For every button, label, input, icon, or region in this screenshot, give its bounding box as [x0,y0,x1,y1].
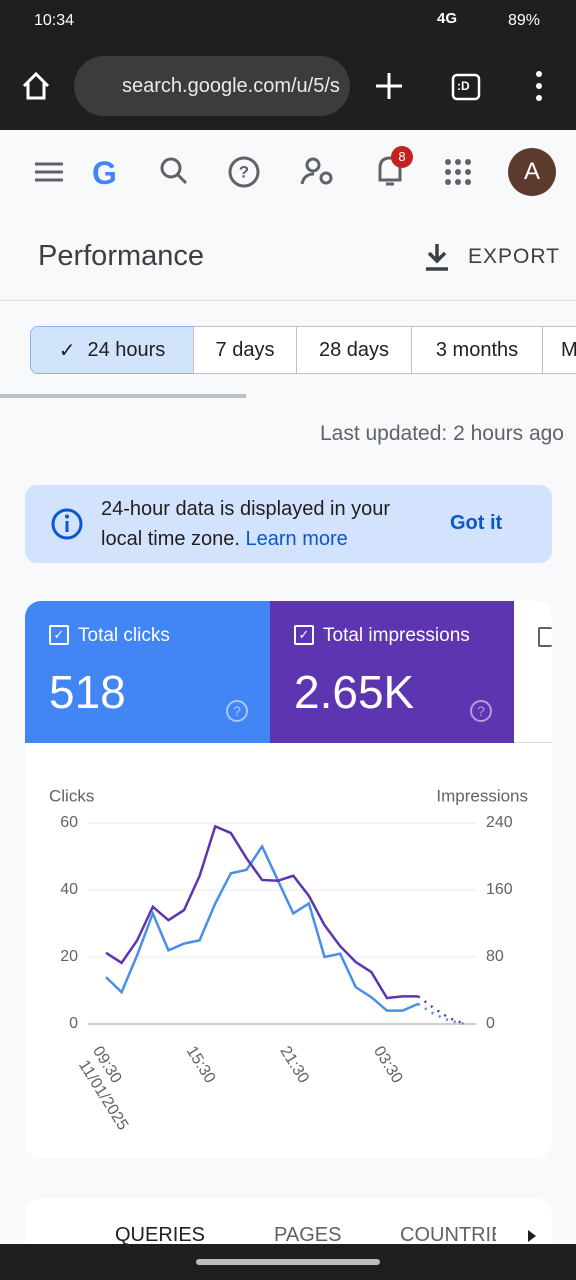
y2-tick-label: 80 [486,948,504,965]
banner-text: 24-hour data is displayed in your local … [101,494,431,554]
series-line [105,824,419,1000]
y2-tick-label: 240 [486,814,513,831]
new-tab-icon[interactable] [376,73,402,99]
y-tick-label: 60 [60,814,78,831]
series-line-incomplete [417,1002,466,1026]
metric-label: Total clicks [78,625,170,646]
scrollbar [0,394,246,398]
time: 10:34 [34,12,75,29]
series-line [105,843,419,1012]
tab-label: :D [457,79,470,93]
export-icon [426,244,448,271]
url-bar[interactable] [74,56,350,116]
browser-icons [22,56,542,116]
menu-icon[interactable] [35,162,63,182]
metric-tile[interactable] [514,601,552,743]
url[interactable]: search.google.com/u/5/s [122,75,340,97]
table-tab[interactable]: QUERIES [115,1224,206,1246]
chart: Clicks Impressions 020406008016024009:30… [49,786,528,1133]
learn-more-link[interactable]: Learn more [245,528,348,550]
tab[interactable]: 7 days [193,326,297,374]
info-icon [51,508,83,540]
header-icons: ? [35,146,556,196]
y2-tick-label: 160 [486,881,513,898]
banner-message: 24-hour data is displayed in your local … [101,498,391,550]
x-tick-label: 15:30 [183,1043,219,1086]
y-tick-label: 0 [69,1015,78,1032]
table-tab[interactable]: COUNTRIE [400,1224,496,1246]
y-tick-label: 40 [60,881,78,898]
network: 4G [437,10,458,27]
avatar[interactable] [508,148,556,196]
divider [0,300,576,301]
y-tick-label: 20 [60,948,78,965]
y-axis-label: Clicks [49,786,94,805]
export-button[interactable]: EXPORT [468,245,560,268]
page-title: Performance [38,240,205,272]
home-icon[interactable] [22,71,50,100]
tab[interactable]: 28 days [296,326,412,374]
y2-tick-label: 0 [486,1015,495,1032]
info-banner [25,485,552,563]
y2-axis-label: Impressions [436,786,528,805]
tabs-icon[interactable] [451,73,481,101]
last-updated: Last updated: 2 hours ago [319,422,564,445]
tab-label: 24 hours [87,338,166,361]
performance-card: ✓ Total clicks 518 ? ✓ Total impressions… [25,601,552,1158]
logo[interactable]: G [92,155,117,191]
metric-value: 518 [49,666,126,718]
series-line-incomplete [417,995,466,1026]
svg-text:?: ? [239,162,249,181]
help-icon[interactable] [228,156,260,188]
metric-tile[interactable]: ✓ Total impressions 2.65K ? [270,601,514,743]
metric-value: 2.65K [294,666,415,718]
notification-count: 8 [398,149,406,164]
tab[interactable]: 3 months [411,326,543,374]
got-it-button[interactable]: Got it [450,512,503,534]
x-tick-label: 03:30 [370,1043,406,1086]
tab[interactable]: M [542,326,576,374]
tab[interactable]: ✓ 24 hours [30,326,194,374]
nav-bar [0,1244,576,1280]
battery: 89% [508,12,541,29]
x-tick-label: 21:30 [276,1043,312,1086]
avatar-letter: A [523,158,540,185]
metric-tile[interactable]: ✓ Total clicks 518 ? [25,601,270,743]
metric-label: Total impressions [323,625,470,646]
table-tab[interactable]: PAGES [274,1224,342,1246]
